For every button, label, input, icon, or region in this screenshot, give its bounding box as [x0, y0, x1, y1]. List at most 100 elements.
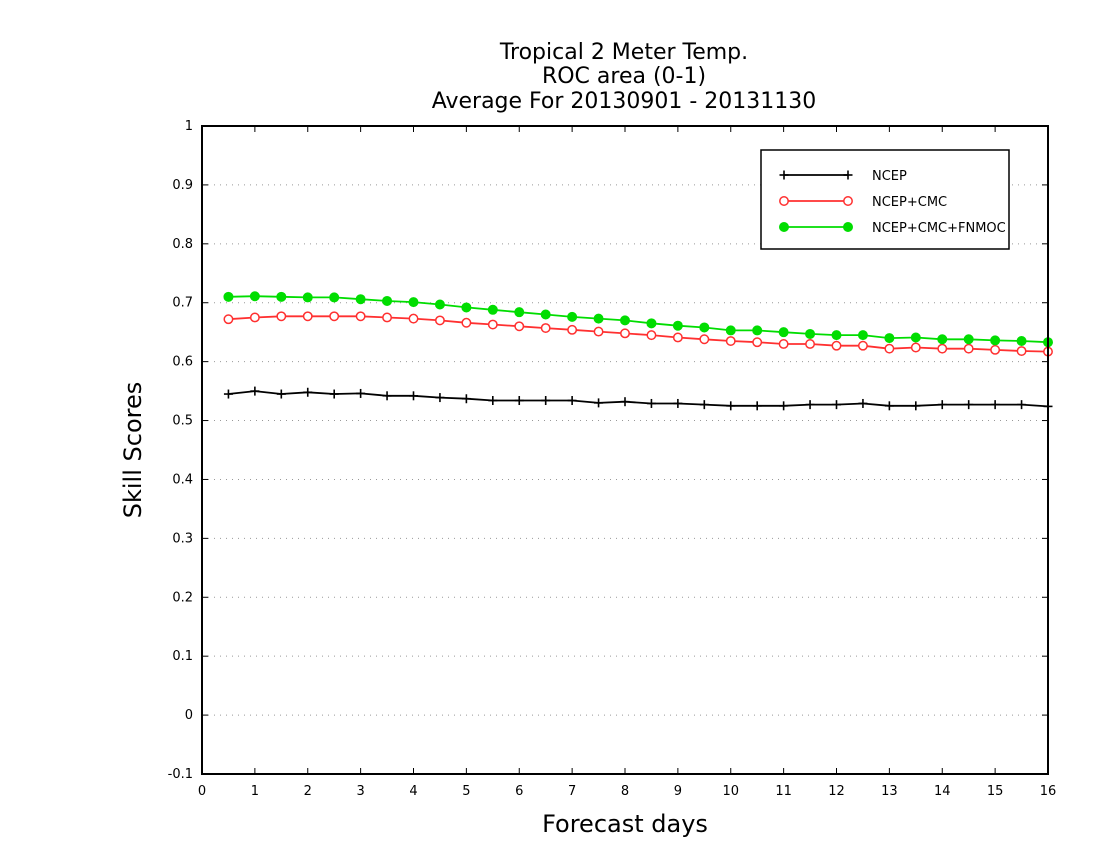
x-tick-labels: 0 1 2 3 4 5 6 7 8 9 10 11 12 13 14 15 16 — [198, 784, 1056, 799]
data-point-marker — [963, 334, 974, 345]
data-point-marker — [843, 222, 853, 232]
data-point-marker — [593, 326, 604, 337]
data-point-marker — [487, 319, 498, 330]
data-point-marker — [302, 292, 313, 303]
x-tick-label: 13 — [881, 784, 898, 799]
y-tick-label: 0.1 — [172, 649, 193, 664]
chart-title: Tropical 2 Meter Temp. ROC area (0-1) Av… — [432, 40, 817, 114]
title-line-3: Average For 20130901 - 20131130 — [432, 89, 817, 114]
legend-label: NCEP+CMC — [872, 195, 947, 210]
data-point-marker — [778, 327, 789, 338]
x-tick-label: 0 — [198, 784, 206, 799]
data-point-marker — [223, 314, 234, 325]
data-point-marker — [779, 196, 789, 206]
x-tick-label: 10 — [722, 784, 739, 799]
data-point-marker — [1016, 346, 1027, 356]
series-ncep — [223, 386, 1053, 411]
data-point-marker — [382, 295, 393, 306]
x-tick-label: 7 — [568, 784, 576, 799]
data-point-marker — [937, 334, 948, 345]
data-point-marker — [910, 332, 921, 343]
data-point-marker — [593, 313, 604, 324]
data-point-marker — [831, 330, 842, 341]
y-tick-label: -0.1 — [168, 767, 193, 782]
title-line-2: ROC area (0-1) — [542, 64, 706, 89]
legend-item-ncep-cmc-fnmoc: NCEP+CMC+FNMOC — [779, 221, 1006, 236]
data-point-marker — [276, 291, 287, 302]
data-point-marker — [778, 339, 789, 349]
legend-item-ncep-cmc: NCEP+CMC — [779, 195, 947, 210]
data-point-marker — [831, 340, 842, 351]
data-point-marker — [752, 325, 763, 336]
data-point-marker — [857, 340, 868, 351]
data-point-marker — [434, 299, 445, 310]
y-tick-label: 1 — [185, 119, 193, 134]
legend-label: NCEP — [872, 169, 907, 184]
y-tick-label: 0.9 — [172, 178, 193, 193]
data-point-marker — [990, 335, 1001, 346]
y-axis-label: Skill Scores — [119, 382, 147, 519]
data-point-marker — [461, 302, 472, 313]
x-tick-label: 8 — [621, 784, 629, 799]
data-point-marker — [329, 292, 340, 303]
legend-box — [760, 149, 1010, 250]
x-tick-label: 14 — [934, 784, 951, 799]
data-point-marker — [620, 328, 630, 339]
data-point-marker — [514, 321, 525, 332]
data-point-marker — [646, 318, 657, 329]
data-point-marker — [567, 311, 578, 322]
data-point-marker — [249, 291, 260, 302]
data-point-marker — [779, 222, 789, 232]
data-point-marker — [223, 291, 234, 302]
data-point-marker — [805, 339, 816, 349]
series-ncep-cmc — [223, 311, 1053, 357]
y-tick-label: 0.7 — [172, 296, 193, 311]
data-point-marker — [857, 330, 868, 341]
data-point-marker — [302, 311, 313, 322]
data-point-marker — [408, 313, 419, 324]
x-tick-label: 15 — [987, 784, 1004, 799]
data-point-marker — [249, 312, 260, 323]
y-tick-label: 0.8 — [172, 237, 193, 252]
data-point-marker — [725, 325, 736, 336]
x-tick-label: 6 — [515, 784, 523, 799]
x-tick-label: 11 — [775, 784, 792, 799]
data-point-marker — [276, 311, 287, 322]
series-lines — [223, 291, 1053, 411]
data-point-marker — [884, 333, 895, 344]
data-point-marker — [884, 343, 895, 354]
y-tick-label: 0.3 — [172, 531, 193, 546]
y-tick-label: 0.6 — [172, 355, 193, 370]
legend: NCEP NCEP+CMC NCEP+CMC+FNMOC — [760, 149, 1010, 250]
data-point-marker — [514, 307, 525, 318]
data-point-marker — [752, 337, 763, 348]
title-line-1: Tropical 2 Meter Temp. — [499, 40, 748, 65]
x-tick-label: 12 — [828, 784, 845, 799]
data-point-marker — [725, 336, 736, 346]
data-point-marker — [672, 320, 683, 331]
data-point-marker — [1016, 336, 1027, 347]
data-point-marker — [699, 334, 710, 345]
y-tick-label: 0.2 — [172, 590, 193, 605]
data-point-marker — [540, 323, 551, 334]
y-tick-label: 0.4 — [172, 472, 193, 487]
data-point-marker — [329, 311, 340, 322]
data-point-marker — [540, 309, 551, 320]
x-tick-label: 1 — [251, 784, 259, 799]
data-point-marker — [620, 315, 630, 326]
data-point-marker — [355, 294, 366, 305]
plot-frame — [201, 125, 1049, 775]
data-point-marker — [434, 315, 445, 326]
y-tick-label: 0.5 — [172, 414, 193, 429]
data-point-marker — [487, 304, 498, 315]
data-point-marker — [699, 322, 710, 333]
data-point-marker — [382, 312, 393, 323]
legend-label: NCEP+CMC+FNMOC — [872, 221, 1006, 236]
data-point-marker — [963, 343, 974, 354]
x-tick-label: 9 — [674, 784, 682, 799]
data-point-marker — [910, 342, 921, 353]
data-point-marker — [843, 196, 853, 206]
